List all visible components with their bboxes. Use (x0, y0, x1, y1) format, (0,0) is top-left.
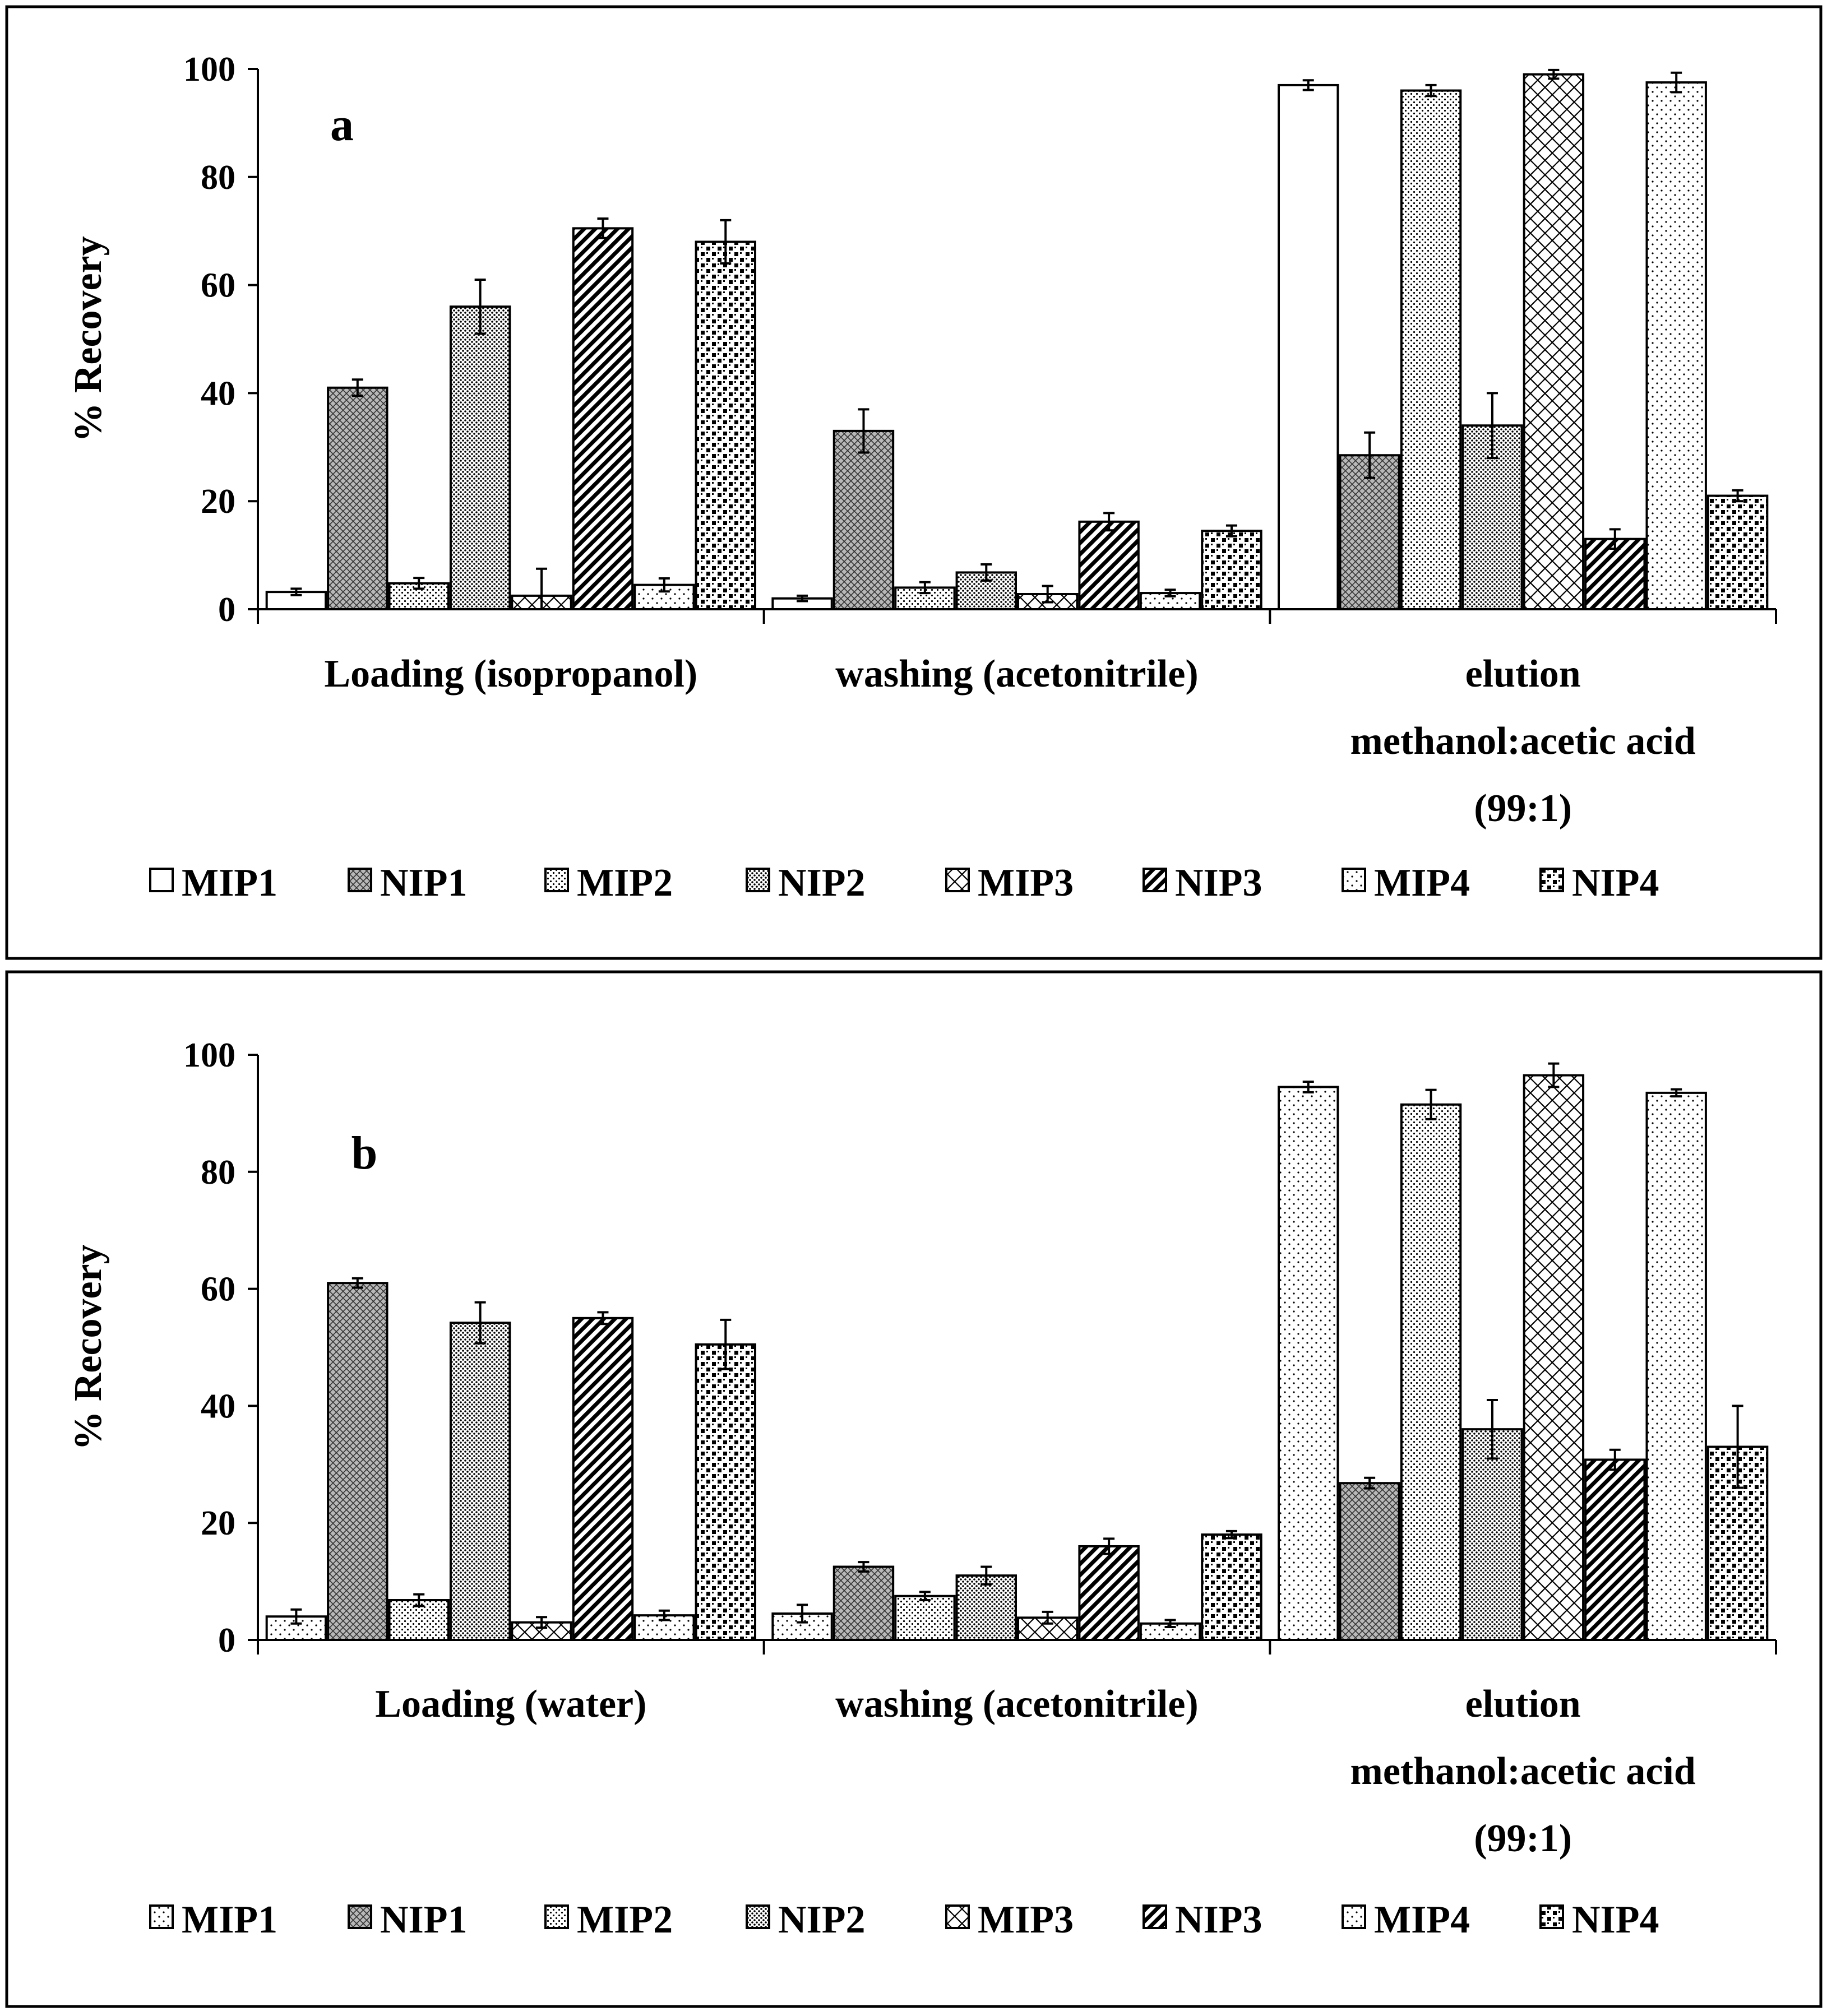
x-category-label: washing (acetonitrile) (835, 1683, 1198, 1726)
y-axis-label: % Recovery (67, 1244, 110, 1450)
x-category-label: Loading (water) (375, 1683, 646, 1726)
legend-swatch-NIP3 (1143, 1904, 1167, 1929)
x-category-label: elution (1465, 652, 1581, 696)
y-tick-label: 20 (201, 483, 235, 521)
y-tick-label: 20 (201, 1504, 235, 1542)
legend-label-NIP4: NIP4 (1572, 861, 1659, 905)
bar-MIP1-2 (1278, 84, 1339, 611)
legend-swatch-NIP1 (348, 868, 372, 892)
legend-label-NIP3: NIP3 (1175, 1898, 1262, 1941)
bar-NIP2-2 (1461, 1428, 1523, 1641)
y-axis-label: % Recovery (67, 236, 110, 442)
bar-MIP4-2 (1645, 81, 1707, 611)
y-tick-label: 100 (183, 50, 235, 89)
x-category-label: elution (1465, 1683, 1581, 1726)
legend-swatch-MIP2 (544, 868, 569, 892)
legend-swatch-NIP2 (746, 868, 770, 892)
x-category-label: (99:1) (1474, 787, 1572, 830)
bar-NIP1-2 (1339, 1482, 1400, 1641)
y-tick-label: 0 (218, 591, 235, 629)
bar-NIP1-1 (832, 429, 895, 610)
legend-label-NIP2: NIP2 (778, 861, 866, 905)
legend-label-MIP3: MIP3 (978, 861, 1074, 905)
bar-NIP1-2 (1339, 454, 1400, 610)
bar-NIP3-2 (1584, 537, 1646, 610)
y-tick-label: 40 (201, 1387, 235, 1425)
legend-swatch-NIP1 (348, 1904, 372, 1929)
legend-swatch-NIP3 (1143, 868, 1167, 892)
x-category-label: methanol:acetic acid (1350, 1750, 1696, 1793)
panel-letter: b (351, 1127, 378, 1179)
legend-label-MIP1: MIP1 (182, 1898, 277, 1941)
bar-NIP4-1 (1201, 530, 1262, 610)
legend-label-NIP1: NIP1 (380, 861, 468, 905)
legend-label-NIP4: NIP4 (1572, 1898, 1659, 1941)
bar-NIP4-2 (1706, 494, 1769, 610)
panel-frame (5, 5, 1823, 960)
bar-NIP1-0 (327, 386, 388, 610)
legend-swatch-NIP4 (1539, 1904, 1564, 1929)
x-category-label: Loading (isopropanol) (324, 652, 697, 696)
bar-NIP3-2 (1584, 1458, 1646, 1641)
bar-NIP2-1 (955, 1574, 1017, 1641)
x-category-label: methanol:acetic acid (1350, 720, 1696, 763)
bar-MIP3-0 (511, 1621, 572, 1641)
legend-label-MIP1: MIP1 (182, 861, 277, 905)
bar-NIP4-0 (695, 1343, 756, 1641)
bar-NIP2-0 (449, 305, 511, 610)
bar-MIP4-2 (1645, 1091, 1707, 1641)
panel-letter: a (330, 99, 354, 151)
legend-label-MIP2: MIP2 (577, 1898, 673, 1941)
legend-label-MIP3: MIP3 (978, 1898, 1074, 1941)
bar-MIP1-2 (1278, 1086, 1339, 1642)
legend-swatch-MIP2 (544, 1904, 569, 1929)
legend-label-MIP2: MIP2 (577, 861, 673, 905)
bar-NIP1-1 (832, 1565, 895, 1641)
bar-MIP4-1 (1139, 592, 1201, 610)
legend-swatch-MIP4 (1342, 868, 1366, 892)
bar-MIP3-2 (1523, 1074, 1585, 1642)
y-tick-label: 0 (218, 1621, 235, 1660)
bar-NIP4-0 (695, 240, 756, 611)
legend-swatch-MIP3 (945, 868, 970, 892)
y-tick-label: 100 (183, 1036, 235, 1074)
y-tick-label: 60 (201, 1271, 235, 1309)
bar-NIP3-1 (1078, 520, 1140, 610)
legend-label-NIP1: NIP1 (380, 1898, 468, 1941)
y-tick-label: 40 (201, 374, 235, 413)
legend-swatch-MIP3 (945, 1904, 970, 1929)
legend-swatch-MIP1 (149, 1904, 174, 1929)
legend-swatch-NIP2 (746, 1904, 770, 1929)
y-tick-label: 60 (201, 267, 235, 305)
bar-MIP1-1 (771, 1612, 833, 1642)
bar-NIP3-1 (1078, 1545, 1140, 1641)
legend-label-NIP3: NIP3 (1175, 861, 1262, 905)
bar-NIP1-0 (327, 1282, 388, 1641)
legend-swatch-NIP4 (1539, 868, 1564, 892)
bar-NIP4-1 (1201, 1533, 1262, 1642)
x-category-label: (99:1) (1474, 1817, 1572, 1860)
panel-a: a % Recovery 0 20 40 60 80 100 Loading (isopropa… (5, 5, 1823, 960)
legend-label-MIP4: MIP4 (1374, 1898, 1470, 1941)
bar-NIP3-0 (572, 227, 634, 610)
panel-frame (5, 970, 1823, 2008)
legend-swatch-MIP4 (1342, 1904, 1366, 1929)
bar-MIP2-2 (1400, 1103, 1462, 1641)
panel-b: b % Recovery 0 20 40 60 80 100 Loading (water) wa… (5, 970, 1823, 2008)
legend-label-NIP2: NIP2 (778, 1898, 866, 1941)
legend-swatch-MIP1 (149, 868, 174, 892)
bar-MIP2-1 (894, 1595, 956, 1641)
y-tick-label: 80 (201, 1153, 235, 1192)
x-category-label: washing (acetonitrile) (835, 652, 1198, 696)
bar-NIP2-0 (449, 1322, 511, 1642)
bar-NIP3-0 (572, 1317, 634, 1642)
legend-label-MIP4: MIP4 (1374, 861, 1470, 905)
bar-MIP2-2 (1400, 89, 1462, 610)
y-tick-label: 80 (201, 159, 235, 197)
bar-MIP3-2 (1523, 73, 1585, 610)
